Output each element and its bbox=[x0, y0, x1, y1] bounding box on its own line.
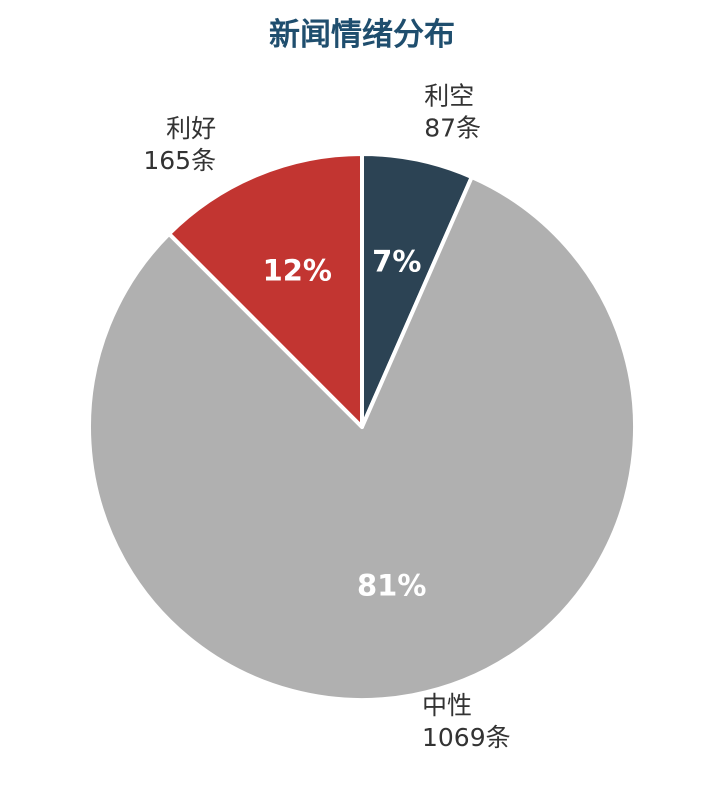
slice-percent-label: 7% bbox=[372, 244, 421, 278]
pie-slice-2[interactable] bbox=[87, 175, 637, 702]
pie-slice-3[interactable] bbox=[167, 152, 364, 429]
slice-category-label: 利好 bbox=[166, 114, 216, 143]
pie-slice-1[interactable] bbox=[360, 152, 474, 429]
slice-percent-label: 12% bbox=[263, 254, 332, 288]
labels-layer: 7% 利空 87条 81% 中性 1069条 12% 利好 165条 bbox=[143, 82, 510, 753]
slice-category-label: 中性 bbox=[422, 691, 472, 720]
slice-count-label: 87条 bbox=[424, 114, 481, 143]
slice-category-label: 利空 bbox=[424, 82, 474, 111]
chart-title: 新闻情绪分布 bbox=[269, 17, 455, 53]
slices-layer bbox=[87, 152, 637, 702]
slice-percent-label: 81% bbox=[357, 568, 426, 602]
slice-count-label: 165条 bbox=[143, 146, 216, 175]
slice-count-label: 1069条 bbox=[422, 723, 511, 752]
